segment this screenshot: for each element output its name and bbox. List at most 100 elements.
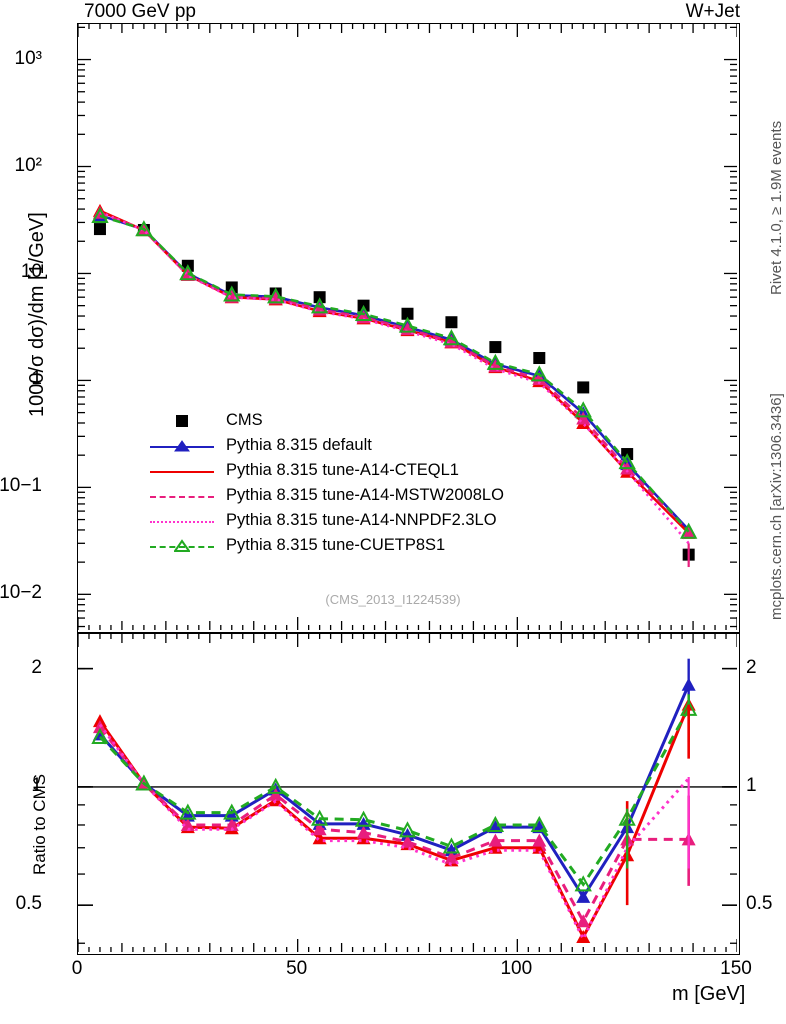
- series-line: [98, 708, 690, 887]
- data-marker: [488, 820, 503, 834]
- data-marker: [530, 815, 548, 832]
- y-tick-label-main: 10−1: [0, 475, 42, 497]
- square-marker-icon: [176, 414, 188, 427]
- y-tick-label-main: 10: [20, 261, 42, 283]
- mcplots-source-label: mcplots.cern.ch [arXiv:1306.3436]: [768, 393, 785, 620]
- y-tick-label-main: 1: [31, 368, 42, 390]
- legend-key-line-dashed: [150, 487, 214, 505]
- data-marker: [179, 264, 197, 281]
- rivet-version-label: Rivet 4.1.0, ≥ 1.9M events: [768, 120, 785, 295]
- data-marker: [223, 803, 241, 820]
- legend-key-marker-square: [150, 412, 214, 430]
- main-plot-svg: [77, 24, 738, 776]
- data-marker: [224, 817, 239, 831]
- legend-label: Pythia 8.315 tune-A14-CTEQL1: [226, 461, 459, 479]
- ratio-plot-panel: [77, 633, 740, 955]
- legend-label: CMS: [226, 411, 263, 429]
- data-marker: [574, 875, 592, 892]
- x-axis-label: m [GeV]: [672, 983, 746, 1005]
- legend-item[interactable]: Pythia 8.315 default: [150, 433, 504, 458]
- series-line: [99, 214, 690, 533]
- data-marker: [576, 914, 591, 928]
- legend-label: Pythia 8.315 default: [226, 436, 372, 454]
- data-marker: [224, 289, 239, 303]
- data-marker: [577, 381, 590, 394]
- data-marker: [312, 822, 327, 836]
- data-marker: [488, 833, 503, 847]
- data-marker: [179, 803, 197, 820]
- legend-key-line-dashed-triangle: [150, 537, 214, 555]
- data-marker: [444, 850, 459, 864]
- data-marker: [533, 352, 546, 365]
- data-marker: [679, 522, 698, 539]
- header-beam-label: 7000 GeV pp: [84, 1, 196, 22]
- triangle-marker-icon: [174, 439, 190, 451]
- data-marker: [135, 220, 153, 237]
- data-marker: [180, 817, 195, 831]
- series-line: [98, 684, 691, 900]
- series-line: [99, 211, 690, 533]
- data-marker: [532, 840, 547, 854]
- legend-line-icon: [150, 470, 214, 473]
- data-marker: [532, 372, 547, 386]
- legend-key-line-solid-triangle: [150, 437, 214, 455]
- data-marker: [445, 316, 458, 329]
- data-marker: [576, 889, 591, 903]
- series-line: [98, 726, 689, 925]
- data-marker: [530, 365, 548, 382]
- data-marker: [574, 401, 592, 418]
- data-marker: [91, 727, 109, 744]
- main-plot-panel: [77, 23, 740, 776]
- legend-label: Pythia 8.315 tune-CUETP8S1: [226, 536, 446, 554]
- legend-line-icon: [150, 545, 214, 548]
- data-marker: [398, 821, 417, 838]
- data-marker: [618, 453, 636, 470]
- y-tick-label-main: 10³: [14, 47, 42, 69]
- data-marker: [268, 787, 283, 801]
- data-marker: [91, 206, 109, 223]
- x-tick-label: 50: [286, 958, 308, 979]
- series-line: [98, 723, 690, 943]
- x-tick-label: 100: [500, 958, 533, 979]
- y-tick-label-main: 10−2: [0, 582, 42, 604]
- data-marker: [442, 837, 461, 854]
- legend-key-line-dotted: [150, 512, 214, 530]
- x-tick-label: 150: [720, 958, 752, 979]
- data-marker: [486, 815, 505, 832]
- legend-item[interactable]: Pythia 8.315 tune-CUETP8S1: [150, 533, 504, 558]
- data-marker: [400, 834, 415, 848]
- data-marker: [310, 297, 329, 314]
- legend-key-line-solid: [150, 462, 214, 480]
- legend-item[interactable]: Pythia 8.315 tune-A14-CTEQL1: [150, 458, 504, 483]
- legend-label: Pythia 8.315 tune-A14-MSTW2008LO: [226, 486, 504, 504]
- data-marker: [135, 774, 153, 791]
- x-tick-label: 0: [71, 958, 83, 979]
- data-marker: [442, 329, 461, 346]
- data-marker: [532, 833, 547, 847]
- legend-item[interactable]: Pythia 8.315 tune-A14-NNPDF2.3LO: [150, 508, 504, 533]
- legend-item[interactable]: CMS: [150, 408, 504, 433]
- data-marker: [356, 825, 371, 839]
- y-tick-label-ratio-left: 0.5: [15, 893, 42, 915]
- data-marker: [401, 307, 414, 320]
- y-tick-label-ratio-right: 2: [746, 656, 757, 678]
- data-marker: [489, 341, 502, 354]
- analysis-id-watermark: (CMS_2013_I1224539): [325, 592, 461, 607]
- y-tick-label-ratio-right: 0.5: [746, 893, 773, 915]
- header-process-label: W+Jet: [685, 1, 740, 22]
- data-marker: [486, 353, 505, 370]
- data-marker: [267, 777, 285, 794]
- data-marker: [354, 304, 373, 321]
- data-marker: [398, 316, 417, 333]
- data-marker: [267, 287, 285, 304]
- legend-line-icon: [150, 520, 214, 523]
- legend-label: Pythia 8.315 tune-A14-NNPDF2.3LO: [226, 511, 497, 529]
- data-marker: [400, 827, 415, 841]
- y-tick-label-main: 10²: [14, 154, 42, 176]
- data-marker: [313, 291, 326, 304]
- ratio-plot-svg: [77, 634, 738, 952]
- legend-item[interactable]: Pythia 8.315 tune-A14-MSTW2008LO: [150, 483, 504, 508]
- data-marker: [354, 810, 373, 827]
- data-marker: [310, 809, 329, 826]
- triangle-marker-icon: [174, 538, 190, 552]
